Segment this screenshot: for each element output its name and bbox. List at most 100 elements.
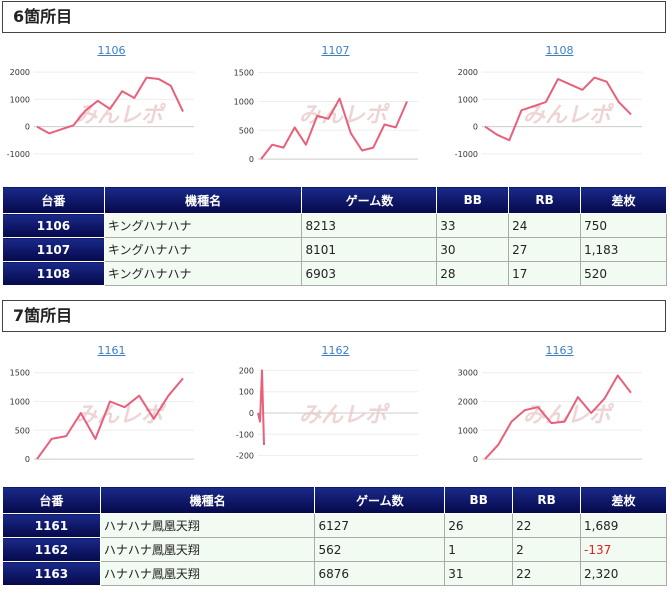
game-count: 6127 bbox=[314, 513, 446, 538]
chart-link-1163[interactable]: 1163 bbox=[545, 344, 574, 357]
y-tick-label: 0 bbox=[249, 155, 254, 164]
y-tick-label: 3000 bbox=[458, 369, 478, 378]
chart-1107: 1107 1500 1000 500 0 みんレポ bbox=[228, 44, 443, 176]
machine-number: 1107 bbox=[2, 237, 105, 262]
machine-number: 1162 bbox=[2, 537, 101, 562]
chart-1161: 1161 1500 1000 500 0 みんレポ bbox=[4, 344, 219, 476]
bb-count: 26 bbox=[444, 513, 514, 538]
table-header-row: 台番 機種名 ゲーム数 BB RB 差枚 bbox=[2, 486, 667, 514]
game-count: 6876 bbox=[314, 561, 446, 586]
machine-model: ハナハナ鳳凰天翔 bbox=[99, 513, 316, 538]
chart-link-1161[interactable]: 1161 bbox=[97, 344, 126, 357]
table-row[interactable]: 1108 キングハナハナ 6903 28 17 520 bbox=[2, 261, 667, 286]
y-tick-label: 2000 bbox=[458, 397, 478, 406]
y-tick-label: 100 bbox=[239, 388, 254, 397]
col-header-diff: 差枚 bbox=[580, 486, 667, 514]
game-count: 8213 bbox=[301, 213, 438, 238]
line-chart-svg: 200 100 0 -100 -200 みんレポ bbox=[236, 366, 418, 461]
chart-link-1106[interactable]: 1106 bbox=[97, 44, 126, 57]
coin-difference: 1,183 bbox=[580, 237, 667, 262]
watermark-logo: みんレポ bbox=[523, 102, 615, 128]
series-line bbox=[36, 76, 184, 135]
chart-link-1108[interactable]: 1108 bbox=[545, 44, 574, 57]
machine-table-6: 台番 機種名 ゲーム数 BB RB 差枚 1106 キングハナハナ 8213 3… bbox=[2, 186, 667, 286]
coin-difference: 1,689 bbox=[580, 513, 667, 538]
y-tick-label: 0 bbox=[25, 123, 30, 132]
chart-link-1162[interactable]: 1162 bbox=[321, 344, 350, 357]
table-row[interactable]: 1162 ハナハナ鳳凰天翔 562 1 2 -137 bbox=[2, 537, 667, 562]
machine-number: 1163 bbox=[2, 561, 101, 586]
watermark-logo: みんレポ bbox=[75, 102, 167, 128]
bb-count: 28 bbox=[436, 261, 510, 286]
table-header-row: 台番 機種名 ゲーム数 BB RB 差枚 bbox=[2, 186, 667, 214]
y-tick-label: 0 bbox=[25, 455, 30, 464]
table-row[interactable]: 1163 ハナハナ鳳凰天翔 6876 31 22 2,320 bbox=[2, 561, 667, 586]
machine-number: 1106 bbox=[2, 213, 105, 238]
line-chart-svg: 2000 1000 0 -1000 みんレポ bbox=[455, 68, 642, 159]
coin-difference: 750 bbox=[580, 213, 667, 238]
col-header-bb: BB bbox=[436, 186, 510, 214]
coin-difference: -137 bbox=[580, 537, 667, 562]
y-tick-label: 1000 bbox=[10, 397, 30, 406]
col-header-diff: 差枚 bbox=[580, 186, 667, 214]
y-tick-label: 0 bbox=[473, 455, 478, 464]
watermark-logo: みんレポ bbox=[299, 402, 391, 428]
rb-count: 17 bbox=[508, 261, 582, 286]
series-line bbox=[36, 377, 184, 460]
col-header-games: ゲーム数 bbox=[301, 186, 438, 214]
game-count: 8101 bbox=[301, 237, 438, 262]
table-row[interactable]: 1106 キングハナハナ 8213 33 24 750 bbox=[2, 213, 667, 238]
section-title-7: 7箇所目 bbox=[2, 300, 666, 332]
y-tick-label: 0 bbox=[249, 409, 254, 418]
bb-count: 1 bbox=[444, 537, 514, 562]
y-tick-label: 500 bbox=[15, 426, 30, 435]
y-tick-label: 1500 bbox=[10, 369, 30, 378]
col-header-model: 機種名 bbox=[99, 486, 316, 514]
col-header-rb: RB bbox=[512, 486, 582, 514]
y-tick-label: 2000 bbox=[458, 68, 478, 77]
y-tick-label: 1000 bbox=[234, 97, 254, 106]
y-tick-label: 1500 bbox=[234, 69, 254, 78]
rb-count: 22 bbox=[512, 513, 582, 538]
y-tick-label: -1000 bbox=[7, 150, 30, 159]
chart-1108: 1108 2000 1000 0 -1000 みんレポ bbox=[452, 44, 667, 176]
series-line bbox=[484, 76, 632, 142]
col-header-rb: RB bbox=[508, 186, 582, 214]
y-tick-label: 1000 bbox=[458, 95, 478, 104]
chart-1162: 1162 200 100 0 -100 -200 みんレポ bbox=[228, 344, 443, 476]
bb-count: 30 bbox=[436, 237, 510, 262]
y-tick-label: -100 bbox=[236, 430, 254, 439]
machine-model: ハナハナ鳳凰天翔 bbox=[99, 537, 316, 562]
game-count: 562 bbox=[314, 537, 446, 562]
y-tick-label: 0 bbox=[473, 123, 478, 132]
chart-link-1107[interactable]: 1107 bbox=[321, 44, 350, 57]
col-header-bb: BB bbox=[444, 486, 514, 514]
machine-number: 1161 bbox=[2, 513, 101, 538]
table-row[interactable]: 1161 ハナハナ鳳凰天翔 6127 26 22 1,689 bbox=[2, 513, 667, 538]
line-chart-svg: 2000 1000 0 -1000 みんレポ bbox=[7, 68, 194, 159]
bb-count: 31 bbox=[444, 561, 514, 586]
y-tick-label: -200 bbox=[236, 452, 254, 461]
coin-difference: 520 bbox=[580, 261, 667, 286]
game-count: 6903 bbox=[301, 261, 438, 286]
col-header-games: ゲーム数 bbox=[314, 486, 446, 514]
rb-count: 22 bbox=[512, 561, 582, 586]
col-header-number: 台番 bbox=[2, 486, 101, 514]
y-tick-label: -1000 bbox=[455, 150, 478, 159]
col-header-model: 機種名 bbox=[103, 186, 303, 214]
rb-count: 24 bbox=[508, 213, 582, 238]
table-row[interactable]: 1107 キングハナハナ 8101 30 27 1,183 bbox=[2, 237, 667, 262]
machine-model: キングハナハナ bbox=[103, 213, 303, 238]
y-tick-label: 1000 bbox=[458, 426, 478, 435]
y-tick-label: 500 bbox=[239, 126, 254, 135]
machine-model: キングハナハナ bbox=[103, 261, 303, 286]
bb-count: 33 bbox=[436, 213, 510, 238]
rb-count: 27 bbox=[508, 237, 582, 262]
series-line bbox=[257, 369, 265, 446]
machine-table-7: 台番 機種名 ゲーム数 BB RB 差枚 1161 ハナハナ鳳凰天翔 6127 … bbox=[2, 486, 667, 586]
coin-difference: 2,320 bbox=[580, 561, 667, 586]
chart-1163: 1163 3000 2000 1000 0 みんレポ bbox=[452, 344, 667, 476]
chart-1106: 1106 2000 1000 0 -1000 みんレポ bbox=[4, 44, 219, 176]
